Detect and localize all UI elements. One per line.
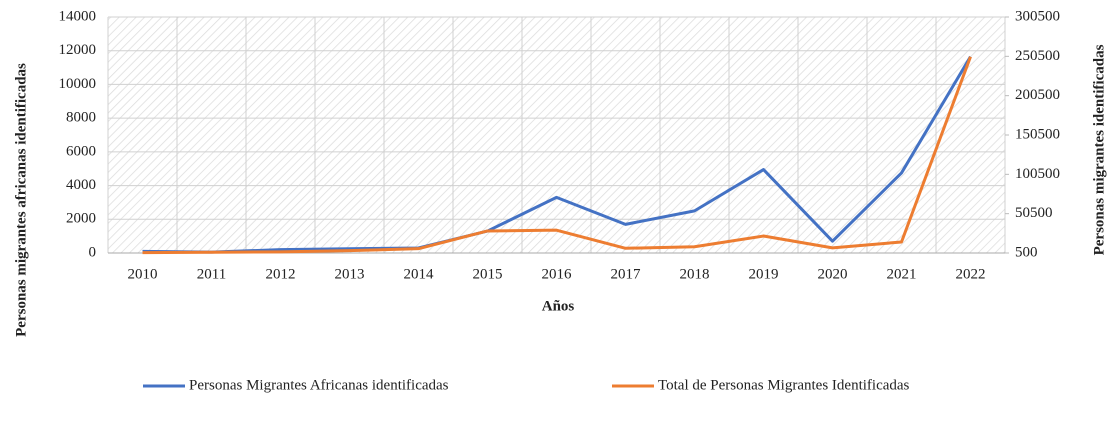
y-tick-label: 6000 (66, 143, 96, 159)
legend-label: Personas Migrantes Africanas identificad… (189, 377, 449, 393)
y2-tick-label: 500 (1015, 244, 1038, 260)
y2-tick-label: 50500 (1015, 205, 1053, 221)
x-tick-label: 2015 (473, 266, 503, 282)
x-tick-label: 2010 (128, 266, 158, 282)
x-tick-label: 2022 (956, 266, 986, 282)
y2-tick-label: 300500 (1015, 8, 1060, 24)
x-tick-label: 2014 (404, 266, 435, 282)
y2-tick-label: 200500 (1015, 87, 1060, 103)
y-tick-label: 0 (89, 244, 97, 260)
y-tick-label: 8000 (66, 110, 96, 126)
y-axis-title: Personas migrantes africanas identificad… (13, 63, 29, 337)
x-tick-label: 2020 (818, 266, 848, 282)
y-tick-label: 2000 (66, 211, 96, 227)
x-tick-label: 2017 (611, 266, 642, 282)
x-tick-label: 2018 (680, 266, 710, 282)
x-tick-label: 2013 (335, 266, 365, 282)
x-tick-label: 2021 (887, 266, 917, 282)
legend-label: Total de Personas Migrantes Identificada… (658, 377, 910, 393)
y2-tick-label: 100500 (1015, 166, 1060, 182)
x-tick-label: 2016 (542, 266, 573, 282)
series-line (142, 56, 972, 255)
plot-area (108, 17, 1005, 253)
x-tick-label: 2012 (266, 266, 296, 282)
y2-tick-label: 250500 (1015, 48, 1060, 64)
x-tick-label: 2019 (749, 266, 779, 282)
x-axis-title: Años (542, 298, 575, 314)
y-tick-label: 12000 (59, 42, 97, 58)
y-tick-label: 14000 (59, 8, 97, 24)
y2-axis-title: Personas migrantes identificadas (1091, 44, 1107, 255)
series-line (142, 55, 972, 254)
y-tick-label: 4000 (66, 177, 96, 193)
x-tick-label: 2011 (197, 266, 226, 282)
y-tick-label: 10000 (59, 76, 97, 92)
y2-tick-label: 150500 (1015, 126, 1060, 142)
